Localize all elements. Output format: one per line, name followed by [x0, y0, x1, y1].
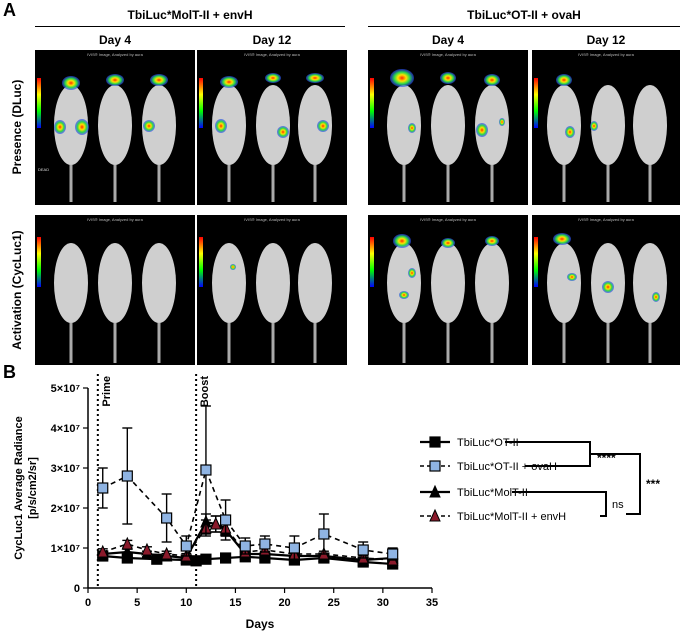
sig-between: ***	[646, 477, 660, 491]
side-label: DEAD	[38, 167, 50, 172]
row-label-presence: Presence (DLuc)	[10, 79, 24, 175]
series-line	[102, 467, 393, 555]
data-point-triangle	[96, 544, 109, 558]
data-point-triangle	[209, 516, 222, 530]
x-tick-label: 15	[229, 597, 241, 609]
sig-envh: ns	[612, 499, 624, 511]
data-point-square	[220, 514, 232, 526]
ivis-image-presence-otii-day4: IVIS® Image, Analyzed by aura	[368, 50, 528, 205]
x-tick-label: 0	[85, 597, 91, 609]
ivis-image-activation-otii-day12: IVIS® Image, Analyzed by aura	[532, 215, 680, 365]
ivis-image-activation-moltii-day12: IVIS® Image, Analyzed by aura	[197, 215, 347, 365]
panel-letter-b: B	[3, 362, 16, 382]
data-point-square	[121, 552, 133, 564]
data-point-square	[121, 470, 133, 482]
y-tick-label: 0	[74, 583, 80, 595]
data-point-square	[318, 528, 330, 540]
data-point-square	[200, 553, 212, 565]
prime-label: Prime	[101, 376, 113, 407]
ivis-header: IVIS® Image, Analyzed by aura	[87, 217, 143, 222]
x-tick-label: 20	[278, 597, 290, 609]
ivis-header: IVIS® Image, Analyzed by aura	[578, 52, 634, 57]
data-point-square	[239, 540, 251, 552]
mice-image	[37, 74, 176, 202]
group-underline-moltii	[35, 26, 345, 27]
mice-image	[534, 233, 667, 363]
data-point-square	[288, 542, 300, 554]
data-point-square	[190, 555, 202, 567]
ivis-header: IVIS® Image, Analyzed by aura	[578, 217, 634, 222]
legend-label: TbiLuc*MolT-II	[457, 487, 528, 499]
day-label-otii-12: Day 12	[586, 33, 626, 47]
mice-image	[199, 73, 332, 202]
ivis-header: IVIS® Image, Analyzed by aura	[420, 217, 476, 222]
y-tick-label: 1×10⁷	[51, 543, 81, 555]
mice-image	[534, 74, 667, 202]
panel-letter-a: A	[3, 0, 16, 20]
row-label-activation: Activation (CycLuc1)	[10, 230, 24, 350]
ivis-image-activation-moltii-day4: IVIS® Image, Analyzed by aura	[35, 215, 195, 365]
bracket-between	[590, 453, 641, 515]
legend-label: TbiLuc*MolT-II + envH	[457, 511, 566, 523]
boost-label: Boost	[199, 376, 211, 408]
data-point-square	[259, 538, 271, 550]
y-tick-label: 5×10⁷	[51, 383, 81, 395]
day-label-otii-4: Day 4	[431, 33, 465, 47]
ivis-image-presence-otii-day12: IVIS® Image, Analyzed by aura	[532, 50, 680, 205]
data-point-square	[97, 482, 109, 494]
legend-label: TbiLuc*OT-II	[457, 437, 519, 449]
x-tick-label: 25	[328, 597, 340, 609]
bracket-envh	[512, 491, 607, 517]
y-axis-label-line1: CycLuc1 Average Radiance	[13, 416, 25, 559]
day-label-moltii-4: Day 4	[98, 33, 132, 47]
data-point-square	[151, 553, 163, 565]
data-point-square	[387, 548, 399, 560]
x-tick-label: 30	[377, 597, 389, 609]
group-title-moltii: TbiLuc*MolT-II + envH	[127, 8, 253, 22]
y-axis-label-line2: [p/s/cm2/sr]	[27, 457, 39, 519]
data-point-square	[161, 512, 173, 524]
mice-image	[370, 69, 509, 202]
data-point-triangle	[429, 484, 441, 498]
day-label-moltii-12: Day 12	[252, 33, 292, 47]
group-title-otii: TbiLuc*OT-II + ovaH	[467, 8, 581, 22]
mice-image	[37, 237, 176, 363]
mice-image	[199, 237, 332, 363]
ivis-image-activation-otii-day4: IVIS® Image, Analyzed by aura	[368, 215, 528, 365]
x-axis-label: Days	[246, 617, 275, 631]
data-point-triangle	[429, 508, 441, 522]
data-point-triangle	[121, 536, 134, 550]
legend-label: TbiLuc*OT-II + ovaH	[457, 461, 557, 473]
data-point-square	[180, 540, 192, 552]
data-point-square	[200, 464, 212, 476]
group-underline-otii	[368, 26, 680, 27]
y-tick-label: 4×10⁷	[51, 423, 81, 435]
chart-axes: 0 5 10 15 20 25 30 35 0 1×10⁷ 2×10⁷ 3×10⁷ 4×10⁷ 5×10⁷…	[13, 374, 438, 631]
chart-legend: TbiLuc*OT-II TbiLuc*OT-II + ovaH TbiLuc*Mo…	[420, 436, 660, 523]
ivis-header: IVIS® Image, Analyzed by aura	[244, 217, 300, 222]
x-tick-label: 5	[134, 597, 140, 609]
ivis-image-presence-moltii-day4: IVIS® Image, Analyzed by aura DEAD	[35, 50, 195, 205]
x-tick-label: 35	[426, 597, 438, 609]
y-tick-label: 3×10⁷	[51, 463, 81, 475]
x-tick-label: 10	[180, 597, 192, 609]
chart-marks	[96, 405, 399, 570]
y-tick-label: 2×10⁷	[51, 503, 81, 515]
radiance-chart: 0 5 10 15 20 25 30 35 0 1×10⁷ 2×10⁷ 3×10⁷ 4×10⁷ 5×10⁷…	[13, 374, 660, 631]
data-point-square	[220, 552, 232, 564]
data-point-square	[429, 460, 441, 472]
data-point-triangle	[160, 546, 173, 560]
ivis-header: IVIS® Image, Analyzed by aura	[87, 52, 143, 57]
ivis-header: IVIS® Image, Analyzed by aura	[244, 52, 300, 57]
ivis-header: IVIS® Image, Analyzed by aura	[420, 52, 476, 57]
data-point-triangle	[141, 542, 153, 556]
ivis-image-presence-moltii-day12: IVIS® Image, Analyzed by aura	[197, 50, 347, 205]
mice-image	[370, 234, 509, 363]
data-point-square	[357, 544, 369, 556]
data-point-square	[429, 436, 441, 448]
